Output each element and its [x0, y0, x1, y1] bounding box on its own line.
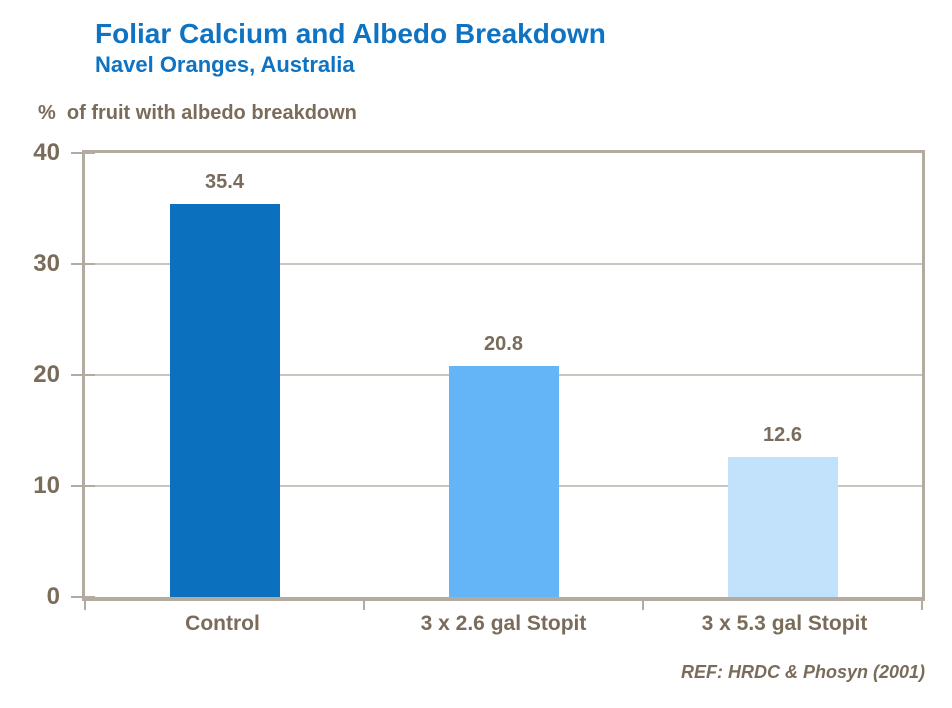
y-tick-label-40: 40 [33, 139, 60, 166]
bar-column-1: 35.4 [85, 153, 364, 597]
bars: 35.4 20.8 12.6 [85, 153, 922, 597]
x-tick-mark-0 [84, 601, 86, 610]
bar-value-label-1: 35.4 [205, 171, 244, 194]
page-title: Foliar Calcium and Albedo Breakdown [95, 18, 606, 49]
bar-column-3: 12.6 [643, 153, 922, 597]
bar-value-label-3: 12.6 [763, 424, 802, 447]
x-tick-mark-2 [641, 601, 644, 610]
plot-area: 35.4 20.8 12.6 [71, 150, 925, 610]
reference-note: REF: HRDC & Phosyn (2001) [680, 662, 925, 682]
y-tick-mark-20 [71, 374, 95, 376]
gridline-30 [85, 263, 922, 265]
x-axis-labels: Control 3 x 2.6 gal Stopit 3 x 5.3 gal Sto… [82, 612, 925, 636]
x-category-label-2: 3 x 2.6 gal Stopit [420, 612, 587, 635]
bar-3 [727, 457, 838, 597]
bar-1 [169, 204, 280, 597]
y-tick-label-10: 10 [33, 472, 60, 499]
y-tick-mark-10 [71, 485, 95, 487]
bar-2 [448, 366, 559, 597]
y-tick-mark-0 [71, 596, 95, 598]
y-tick-mark-40 [71, 152, 95, 154]
page-subtitle: Navel Oranges, Australia [95, 52, 355, 77]
y-axis: 0 10 20 30 40 [0, 141, 60, 609]
x-tick-mark-3 [921, 601, 923, 610]
y-axis-title: % of fruit with albedo breakdown [38, 102, 357, 124]
x-category-label-1: Control [185, 612, 260, 635]
bar-value-label-2: 20.8 [484, 333, 523, 356]
y-tick-label-30: 30 [33, 250, 60, 277]
y-tick-label-20: 20 [33, 361, 60, 388]
x-category-label-3: 3 x 5.3 gal Stopit [701, 612, 868, 635]
y-tick-mark-30 [71, 263, 95, 265]
bar-column-2: 20.8 [364, 153, 643, 597]
y-tick-label-0: 0 [46, 583, 60, 610]
x-tick-mark-1 [362, 601, 365, 610]
